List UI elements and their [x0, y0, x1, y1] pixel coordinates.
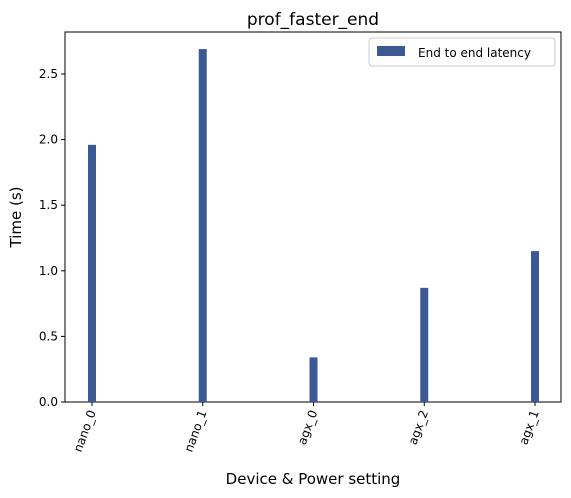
x-ticks-group: nano_0 nano_1 agx_0 agx_2 agx_1: [71, 402, 542, 454]
y-tick-label: 2.5: [39, 67, 58, 81]
x-tick-label: nano_1: [182, 408, 210, 454]
legend: End to end latency: [368, 37, 556, 67]
y-axis-label: Time (s): [7, 187, 25, 249]
x-tick-label: agx_1: [516, 408, 541, 446]
legend-label: End to end latency: [418, 46, 531, 60]
y-tick-label: 1.0: [39, 264, 58, 278]
bar-nano_1: [198, 49, 207, 403]
x-tick-label: agx_2: [406, 408, 431, 446]
bars-group: [88, 49, 539, 403]
bar-agx_0: [309, 357, 318, 402]
x-axis-label: Device & Power setting: [226, 470, 401, 488]
y-ticks-group: 0.0 0.5 1.0 1.5 2.0 2.5: [39, 67, 65, 409]
y-tick-label: 2.0: [39, 133, 58, 147]
bar-agx_1: [531, 251, 539, 402]
y-tick-label: 0.5: [39, 329, 58, 343]
y-tick-label: 1.5: [39, 198, 58, 212]
chart-title: prof_faster_end: [247, 10, 379, 30]
bar-agx_2: [420, 287, 429, 402]
y-tick-label: 0.0: [39, 395, 58, 409]
legend-frame: [368, 37, 556, 67]
x-tick-label: nano_0: [71, 408, 99, 454]
bar-nano_0: [88, 144, 96, 402]
x-tick-label: agx_0: [295, 408, 320, 446]
legend-swatch: [377, 46, 405, 56]
plot-area: [64, 31, 562, 403]
